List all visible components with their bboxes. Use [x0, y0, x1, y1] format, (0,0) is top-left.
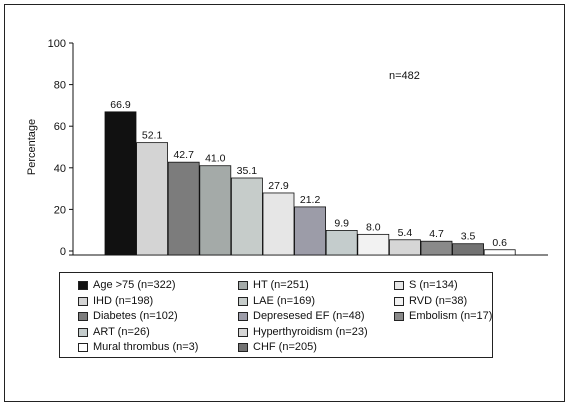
- y-tick-label: 80: [54, 80, 66, 92]
- bar-value-label: 66.9: [110, 99, 131, 111]
- legend-label: S (n=134): [409, 279, 458, 291]
- y-tick-label: 40: [54, 163, 66, 175]
- bar: [388, 239, 421, 256]
- bar-value-label: 52.1: [142, 130, 163, 142]
- legend-label: Embolism (n=17): [409, 310, 493, 322]
- legend-swatch: [78, 296, 88, 306]
- legend-label: RVD (n=38): [409, 295, 468, 307]
- legend-label: Age >75 (n=322): [93, 279, 176, 291]
- legend-label: IHD (n=198): [93, 295, 154, 307]
- bar-value-label: 35.1: [237, 165, 258, 177]
- legend-item: HT (n=251): [238, 279, 309, 291]
- bar-value-label: 8.0: [366, 221, 381, 233]
- bar: [167, 161, 200, 256]
- chart-frame: [4, 4, 565, 402]
- bar-value-label: 0.6: [492, 237, 507, 249]
- y-tick-label: 0: [60, 246, 66, 258]
- bar: [262, 192, 295, 256]
- bar: [420, 240, 453, 256]
- legend-item: S (n=134): [394, 279, 458, 291]
- bar-value-label: 41.0: [205, 153, 226, 165]
- legend-swatch: [238, 296, 248, 306]
- legend-swatch: [238, 311, 248, 321]
- legend-item: LAE (n=169): [238, 295, 315, 307]
- legend-swatch: [78, 342, 88, 352]
- legend-swatch: [238, 280, 248, 290]
- legend-label: CHF (n=205): [253, 341, 317, 353]
- bar: [452, 243, 485, 256]
- legend-item: Mural thrombus (n=3): [78, 341, 198, 353]
- legend-item: Hyperthyroidism (n=23): [238, 326, 368, 338]
- bar: [230, 177, 263, 256]
- legend-item: ART (n=26): [78, 326, 150, 338]
- legend-swatch: [78, 311, 88, 321]
- legend-swatch: [394, 280, 404, 290]
- bar-value-label: 4.7: [429, 228, 444, 240]
- legend-item: RVD (n=38): [394, 295, 467, 307]
- y-axis-label: Percentage: [26, 119, 38, 175]
- bar: [294, 206, 327, 256]
- legend-swatch: [394, 311, 404, 321]
- sample-size-annotation: n=482: [389, 70, 420, 82]
- bar-value-label: 9.9: [334, 217, 349, 229]
- legend-label: LAE (n=169): [253, 295, 316, 307]
- chart-bars: 66.9 52.1 42.7 41.0 35.1 27.9 21.2 9.9 8.0 5.4 4.7…: [104, 99, 516, 256]
- legend-item: IHD (n=198): [78, 295, 153, 307]
- legend-swatch: [394, 296, 404, 306]
- legend-item: Age >75 (n=322): [78, 279, 176, 291]
- legend-label: Depresesed EF (n=48): [253, 310, 365, 322]
- y-tick-label: 20: [54, 204, 66, 216]
- legend-label: ART (n=26): [93, 326, 150, 338]
- bar: [199, 165, 232, 256]
- legend-item: Diabetes (n=102): [78, 310, 178, 322]
- bar-value-label: 5.4: [398, 227, 413, 239]
- bar: [483, 249, 516, 256]
- legend-swatch: [238, 342, 248, 352]
- bar-value-label: 27.9: [268, 180, 289, 192]
- y-tick-label: 60: [54, 121, 66, 133]
- bar: [136, 142, 169, 256]
- bar-value-label: 42.7: [173, 149, 194, 161]
- y-tick-label: 100: [48, 38, 66, 50]
- legend-item: Depresesed EF (n=48): [238, 310, 365, 322]
- chart-legend: Age >75 (n=322) HT (n=251) S (n=134) IHD (n…: [59, 272, 493, 358]
- legend-label: HT (n=251): [253, 279, 309, 291]
- legend-item: Embolism (n=17): [394, 310, 492, 322]
- bar: [357, 233, 390, 256]
- legend-swatch: [238, 327, 248, 337]
- bar-value-label: 3.5: [461, 231, 476, 243]
- legend-swatch: [78, 280, 88, 290]
- bar: [325, 230, 358, 256]
- bar-value-label: 21.2: [300, 194, 321, 206]
- legend-label: Diabetes (n=102): [93, 310, 178, 322]
- legend-label: Hyperthyroidism (n=23): [253, 326, 368, 338]
- legend-label: Mural thrombus (n=3): [93, 341, 199, 353]
- legend-item: CHF (n=205): [238, 341, 317, 353]
- legend-swatch: [78, 327, 88, 337]
- bar: [104, 111, 137, 256]
